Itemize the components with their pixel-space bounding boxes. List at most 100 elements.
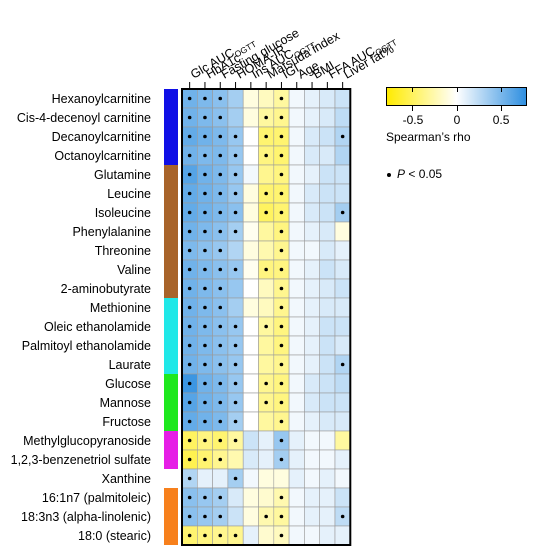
- heatmap-cell: [334, 316, 351, 337]
- heatmap-cell: [242, 487, 259, 508]
- significance-dot: [233, 210, 238, 215]
- heatmap-cell: [242, 335, 259, 356]
- significance-p: P: [397, 167, 406, 181]
- colorbar-tick: [456, 87, 458, 92]
- significance-dot: [218, 96, 223, 101]
- colorbar-tick: [412, 87, 414, 92]
- heatmap-cell: [242, 145, 259, 166]
- heatmap-cell: [242, 506, 259, 527]
- significance-dot: [218, 495, 223, 500]
- significance-dot: [340, 514, 345, 519]
- heatmap-cell: [288, 259, 305, 280]
- colorbar-tick: [412, 106, 414, 111]
- heatmap-cell: [334, 430, 351, 451]
- heatmap-cell: [242, 411, 259, 432]
- row-label: 18:3n3 (alpha-linolenic): [21, 510, 151, 524]
- heatmap-cell: [242, 354, 259, 375]
- heatmap-cell: [258, 335, 275, 356]
- heatmap-cell: [319, 487, 336, 508]
- significance-dot: [203, 286, 207, 291]
- row-label: Methylglucopyranoside: [23, 434, 151, 448]
- group-bar: [164, 374, 178, 431]
- heatmap-cell: [334, 335, 351, 356]
- row-label: Glutamine: [94, 168, 151, 182]
- significance-dot: [187, 476, 192, 481]
- colorbar-tick-label: 0.5: [492, 113, 510, 127]
- significance-dot: [203, 229, 207, 234]
- heatmap-cell: [288, 411, 305, 432]
- heatmap-cell: [319, 183, 336, 204]
- group-bar: [164, 298, 178, 374]
- significance-dot: [187, 324, 192, 329]
- significance-dot: [264, 153, 268, 158]
- heatmap-cell: [288, 373, 305, 394]
- heatmap-cell: [319, 297, 336, 318]
- heatmap-cell: [304, 88, 320, 109]
- heatmap-cell: [258, 430, 275, 451]
- significance-dot: [279, 381, 284, 386]
- heatmap-cell: [258, 468, 275, 489]
- heatmap-cell: [212, 468, 229, 489]
- heatmap-cell: [304, 202, 320, 223]
- heatmap-cell: [319, 164, 336, 185]
- significance-dot: [203, 248, 207, 253]
- heatmap-cell: [288, 297, 305, 318]
- heatmap-cell: [304, 126, 320, 147]
- heatmap-cell: [319, 430, 336, 451]
- heatmap-cell: [288, 221, 305, 242]
- heatmap-cell: [304, 392, 320, 413]
- heatmap-cell: [304, 449, 320, 470]
- significance-dot: [203, 438, 207, 443]
- heatmap-cell: [319, 468, 336, 489]
- significance-dot: [233, 153, 238, 158]
- heatmap-cell: [334, 88, 351, 109]
- heatmap-cell: [304, 183, 320, 204]
- significance-dot: [218, 134, 223, 139]
- colorbar-title: Spearman’s rho: [386, 130, 471, 144]
- significance-text: < 0.05: [405, 167, 443, 181]
- significance-dot: [203, 267, 207, 272]
- heatmap-cell: [288, 354, 305, 375]
- heatmap-cell: [319, 202, 336, 223]
- significance-dot: [279, 134, 284, 139]
- heatmap-cell: [334, 487, 351, 508]
- significance-dot: [264, 400, 268, 405]
- heatmap-cell: [304, 525, 320, 546]
- heatmap-cell: [288, 145, 305, 166]
- significance-dot: [203, 362, 207, 367]
- significance-dot: [279, 191, 284, 196]
- significance-dot: [218, 191, 223, 196]
- significance-dot: [187, 362, 192, 367]
- significance-dot: [218, 248, 223, 253]
- significance-dot: [203, 343, 207, 348]
- heatmap-cell: [304, 240, 320, 261]
- heatmap-cell: [288, 506, 305, 527]
- heatmap-cell: [242, 259, 259, 280]
- heatmap-cell: [334, 278, 351, 299]
- heatmap-cell: [242, 468, 259, 489]
- heatmap-cell: [242, 240, 259, 261]
- heatmap-cell: [319, 525, 336, 546]
- significance-dot: [218, 514, 223, 519]
- heatmap-cell: [304, 164, 320, 185]
- heatmap-cell: [227, 506, 244, 527]
- significance-dot: [340, 134, 345, 139]
- row-label: Isoleucine: [95, 206, 151, 220]
- significance-dot: [187, 305, 192, 310]
- significance-dot: [264, 267, 268, 272]
- colorbar-tick-label: -0.5: [402, 113, 424, 127]
- group-bar: [164, 431, 178, 469]
- row-label: Oleic ethanolamide: [44, 320, 151, 334]
- significance-dot: [279, 210, 284, 215]
- heatmap-cell: [334, 449, 351, 470]
- significance-dot: [279, 267, 284, 272]
- heatmap-cell: [319, 354, 336, 375]
- significance-dot: [279, 305, 284, 310]
- heatmap-cell: [288, 487, 305, 508]
- significance-dot: [187, 134, 192, 139]
- significance-dot: [203, 324, 207, 329]
- significance-dot: [187, 343, 192, 348]
- significance-dot: [233, 438, 238, 443]
- row-label: Xanthine: [102, 472, 151, 486]
